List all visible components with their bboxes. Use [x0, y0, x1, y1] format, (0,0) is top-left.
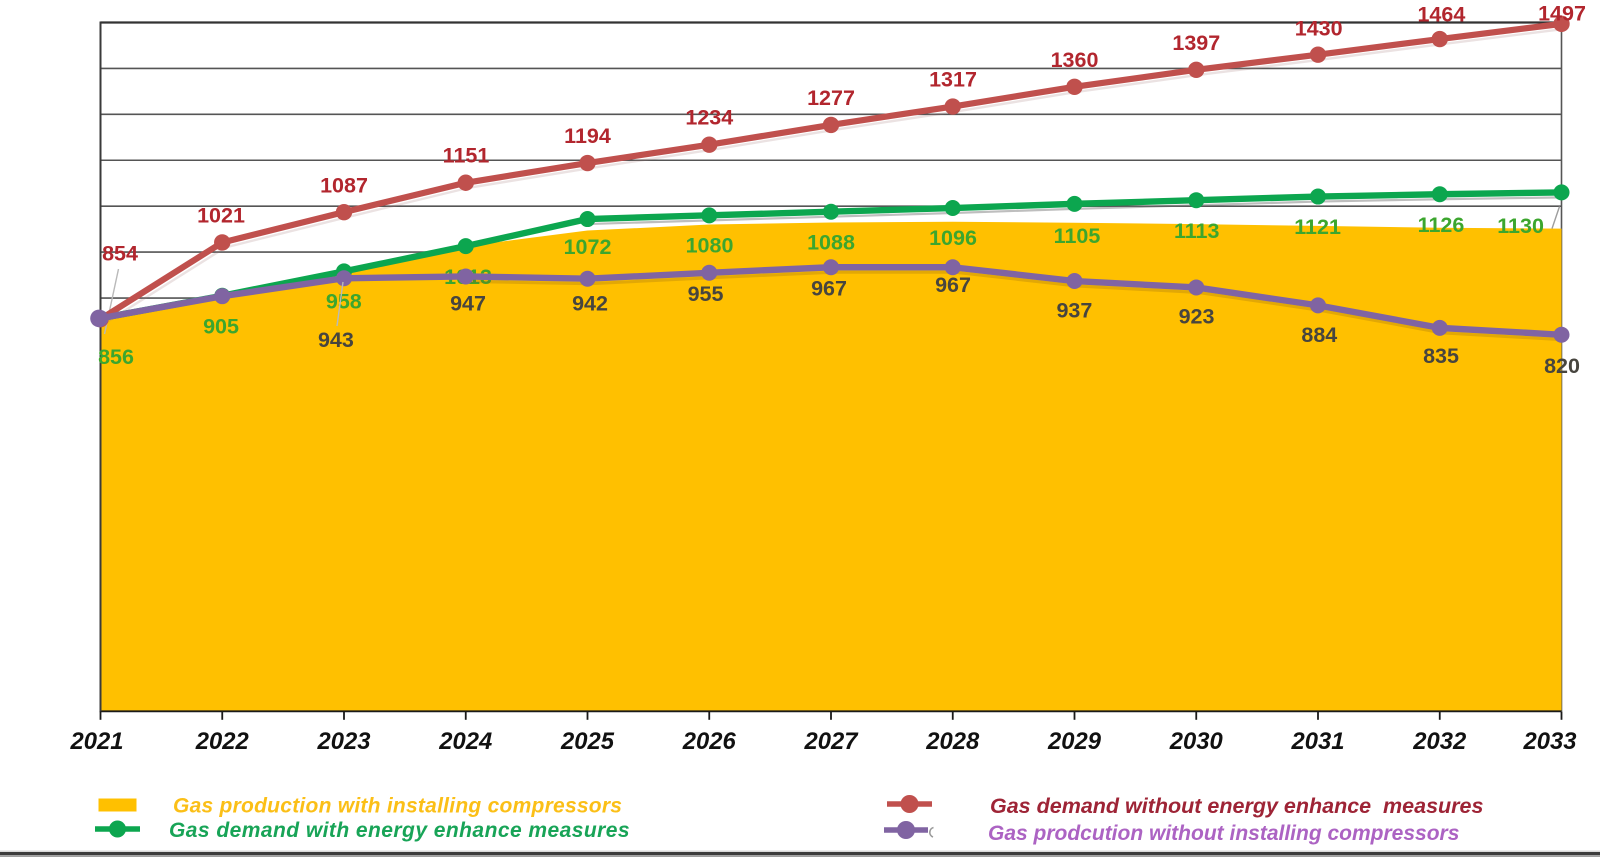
svg-text:958: 958 [326, 290, 362, 314]
svg-text:2028: 2028 [925, 728, 980, 755]
svg-text:2033: 2033 [1523, 728, 1577, 755]
svg-text:2030: 2030 [1169, 728, 1223, 755]
svg-text:820: 820 [1544, 354, 1580, 378]
svg-text:1130: 1130 [1497, 214, 1544, 238]
svg-text:967: 967 [935, 273, 971, 297]
svg-text:Gas demand with energy enhance: Gas demand with energy enhance measures [169, 819, 630, 842]
svg-text:1234: 1234 [685, 106, 733, 130]
svg-text:854: 854 [102, 242, 138, 266]
svg-text:937: 937 [1056, 299, 1092, 323]
svg-text:884: 884 [1301, 323, 1337, 347]
svg-text:1096: 1096 [929, 226, 977, 250]
svg-text:2027: 2027 [804, 728, 860, 755]
svg-text:955: 955 [688, 282, 724, 306]
svg-text:2022: 2022 [195, 728, 249, 755]
svg-text:Gas production with installing: Gas production with installing compresso… [173, 795, 622, 818]
svg-text:1277: 1277 [807, 86, 855, 110]
svg-text:1080: 1080 [686, 234, 734, 258]
svg-text:1105: 1105 [1054, 224, 1101, 248]
svg-text:2024: 2024 [438, 728, 492, 755]
svg-text:923: 923 [1179, 305, 1215, 329]
svg-text:Gas demand without energy enha: Gas demand without energy enhance measur… [990, 794, 1484, 818]
svg-text:2023: 2023 [317, 728, 371, 755]
svg-text:1397: 1397 [1172, 31, 1220, 55]
svg-text:1317: 1317 [929, 68, 977, 92]
svg-text:1121: 1121 [1294, 215, 1341, 239]
svg-text:1072: 1072 [564, 235, 612, 259]
svg-text:1021: 1021 [197, 204, 245, 228]
svg-text:942: 942 [572, 292, 608, 316]
svg-text:2032: 2032 [1412, 728, 1466, 755]
svg-text:2025: 2025 [560, 728, 615, 755]
svg-text:856: 856 [98, 345, 134, 369]
svg-text:Gas prodcution without install: Gas prodcution without installing compre… [988, 822, 1459, 845]
svg-text:835: 835 [1423, 344, 1459, 368]
svg-text:967: 967 [811, 277, 847, 301]
svg-text:1360: 1360 [1051, 48, 1099, 72]
svg-text:1126: 1126 [1418, 213, 1465, 237]
svg-text:1194: 1194 [564, 124, 611, 148]
svg-text:1087: 1087 [320, 174, 368, 198]
svg-text:1464: 1464 [1417, 3, 1465, 27]
svg-text:947: 947 [450, 292, 486, 316]
svg-text:2029: 2029 [1047, 728, 1102, 755]
svg-text:1497: 1497 [1538, 2, 1586, 26]
svg-text:2021: 2021 [70, 728, 124, 755]
svg-text:2026: 2026 [682, 728, 737, 755]
svg-text:1088: 1088 [807, 231, 855, 255]
svg-text:2031: 2031 [1291, 728, 1345, 755]
svg-text:1113: 1113 [1174, 219, 1219, 243]
svg-text:1430: 1430 [1295, 17, 1343, 41]
svg-text:1151: 1151 [443, 144, 490, 168]
svg-text:943: 943 [318, 328, 354, 352]
svg-text:905: 905 [203, 314, 239, 338]
